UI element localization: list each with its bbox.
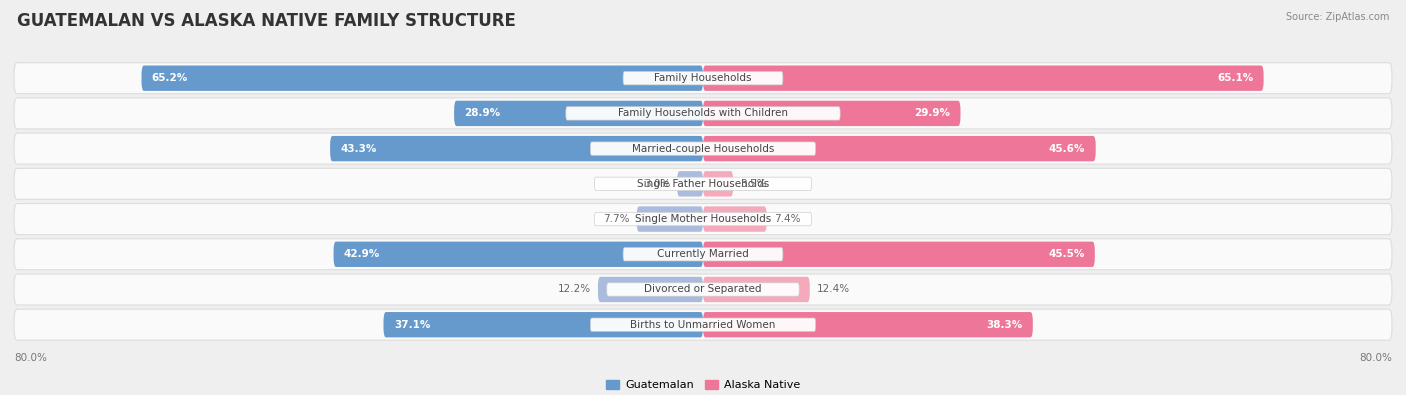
Text: Source: ZipAtlas.com: Source: ZipAtlas.com [1285,12,1389,22]
Text: 3.0%: 3.0% [644,179,671,189]
FancyBboxPatch shape [330,136,703,161]
FancyBboxPatch shape [703,312,1033,337]
Text: 3.5%: 3.5% [740,179,766,189]
FancyBboxPatch shape [703,242,1095,267]
FancyBboxPatch shape [623,71,783,85]
FancyBboxPatch shape [703,136,1095,161]
FancyBboxPatch shape [14,133,1392,164]
Text: Divorced or Separated: Divorced or Separated [644,284,762,295]
FancyBboxPatch shape [14,98,1392,129]
Text: 29.9%: 29.9% [914,108,950,118]
Text: 12.4%: 12.4% [817,284,849,295]
Legend: Guatemalan, Alaska Native: Guatemalan, Alaska Native [602,375,804,395]
Text: 7.4%: 7.4% [773,214,800,224]
Text: 80.0%: 80.0% [14,353,46,363]
Text: 80.0%: 80.0% [1360,353,1392,363]
FancyBboxPatch shape [384,312,703,337]
FancyBboxPatch shape [623,248,783,261]
FancyBboxPatch shape [637,206,703,232]
FancyBboxPatch shape [678,171,703,197]
Text: 45.5%: 45.5% [1047,249,1084,259]
Text: 45.6%: 45.6% [1049,144,1085,154]
FancyBboxPatch shape [703,66,1264,91]
FancyBboxPatch shape [591,142,815,155]
Text: 37.1%: 37.1% [394,320,430,330]
FancyBboxPatch shape [703,101,960,126]
Text: GUATEMALAN VS ALASKA NATIVE FAMILY STRUCTURE: GUATEMALAN VS ALASKA NATIVE FAMILY STRUC… [17,12,516,30]
FancyBboxPatch shape [565,107,841,120]
FancyBboxPatch shape [595,213,811,226]
Text: 38.3%: 38.3% [986,320,1022,330]
FancyBboxPatch shape [14,168,1392,199]
FancyBboxPatch shape [598,277,703,302]
Text: 12.2%: 12.2% [558,284,591,295]
Text: 43.3%: 43.3% [340,144,377,154]
FancyBboxPatch shape [14,63,1392,94]
FancyBboxPatch shape [14,309,1392,340]
Text: 42.9%: 42.9% [344,249,380,259]
Text: Currently Married: Currently Married [657,249,749,259]
Text: 65.1%: 65.1% [1218,73,1253,83]
FancyBboxPatch shape [333,242,703,267]
Text: Single Father Households: Single Father Households [637,179,769,189]
Text: Single Mother Households: Single Mother Households [636,214,770,224]
FancyBboxPatch shape [607,283,799,296]
FancyBboxPatch shape [591,318,815,331]
Text: Births to Unmarried Women: Births to Unmarried Women [630,320,776,330]
FancyBboxPatch shape [14,203,1392,235]
FancyBboxPatch shape [703,277,810,302]
FancyBboxPatch shape [703,171,733,197]
Text: Family Households: Family Households [654,73,752,83]
Text: Family Households with Children: Family Households with Children [619,108,787,118]
FancyBboxPatch shape [142,66,703,91]
FancyBboxPatch shape [14,274,1392,305]
FancyBboxPatch shape [14,239,1392,270]
FancyBboxPatch shape [703,206,766,232]
Text: Married-couple Households: Married-couple Households [631,144,775,154]
FancyBboxPatch shape [595,177,811,190]
Text: 7.7%: 7.7% [603,214,630,224]
FancyBboxPatch shape [454,101,703,126]
Text: 28.9%: 28.9% [464,108,501,118]
Text: 65.2%: 65.2% [152,73,188,83]
